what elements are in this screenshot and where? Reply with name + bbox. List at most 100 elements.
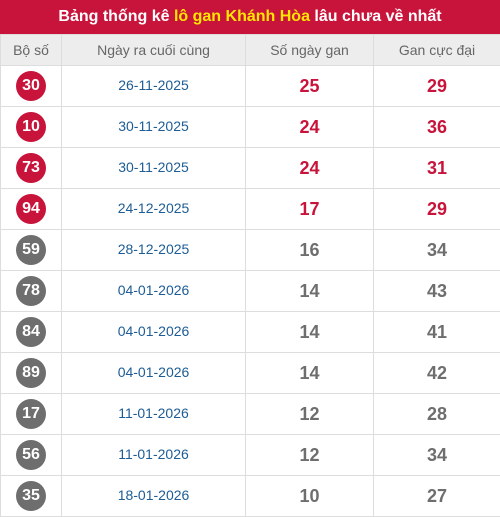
number-cell: 30 (1, 66, 62, 107)
last-date-cell: 24-12-2025 (62, 189, 246, 230)
max-value: 34 (427, 445, 447, 465)
max-value: 42 (427, 363, 447, 383)
last-date: 11-01-2026 (118, 405, 189, 421)
max-cell: 42 (374, 353, 500, 394)
days-value: 16 (299, 240, 319, 260)
table-row: 56 11-01-2026 12 34 (1, 435, 500, 476)
days-cell: 12 (246, 394, 374, 435)
max-value: 27 (427, 486, 447, 506)
number-cell: 78 (1, 271, 62, 312)
table-title: Bảng thống kê lô gan Khánh Hòa lâu chưa … (0, 0, 500, 34)
days-cell: 17 (246, 189, 374, 230)
days-value: 10 (299, 486, 319, 506)
last-date-cell: 04-01-2026 (62, 312, 246, 353)
title-prefix: Bảng thống kê (58, 8, 174, 25)
days-cell: 14 (246, 312, 374, 353)
table-row: 89 04-01-2026 14 42 (1, 353, 500, 394)
table-row: 30 26-11-2025 25 29 (1, 66, 500, 107)
title-suffix: lâu chưa về nhất (310, 8, 442, 25)
max-value: 43 (427, 281, 447, 301)
number-ball: 78 (16, 276, 46, 306)
last-date: 28-12-2025 (118, 241, 190, 257)
last-date-cell: 30-11-2025 (62, 148, 246, 189)
table-row: 84 04-01-2026 14 41 (1, 312, 500, 353)
stats-table: Bộ số Ngày ra cuối cùng Số ngày gan Gan … (0, 34, 500, 517)
last-date-cell: 11-01-2026 (62, 435, 246, 476)
table-body: 30 26-11-2025 25 29 10 30-11-2025 24 36 73 30-11-… (1, 66, 500, 517)
days-value: 14 (299, 363, 319, 383)
last-date-cell: 11-01-2026 (62, 394, 246, 435)
table-row: 59 28-12-2025 16 34 (1, 230, 500, 271)
table-row: 35 18-01-2026 10 27 (1, 476, 500, 517)
max-cell: 28 (374, 394, 500, 435)
days-cell: 16 (246, 230, 374, 271)
days-cell: 14 (246, 271, 374, 312)
max-value: 31 (427, 158, 447, 178)
last-date: 04-01-2026 (118, 364, 190, 380)
number-cell: 56 (1, 435, 62, 476)
title-highlight: lô gan Khánh Hòa (174, 8, 310, 25)
days-cell: 10 (246, 476, 374, 517)
table-row: 73 30-11-2025 24 31 (1, 148, 500, 189)
max-cell: 29 (374, 66, 500, 107)
header-last-date: Ngày ra cuối cùng (62, 35, 246, 66)
days-cell: 25 (246, 66, 374, 107)
table-row: 17 11-01-2026 12 28 (1, 394, 500, 435)
last-date-cell: 04-01-2026 (62, 353, 246, 394)
days-value: 12 (299, 445, 319, 465)
header-max: Gan cực đại (374, 35, 500, 66)
last-date: 11-01-2026 (118, 446, 189, 462)
max-cell: 27 (374, 476, 500, 517)
days-value: 24 (299, 117, 319, 137)
number-cell: 73 (1, 148, 62, 189)
max-value: 36 (427, 117, 447, 137)
table-row: 94 24-12-2025 17 29 (1, 189, 500, 230)
last-date-cell: 26-11-2025 (62, 66, 246, 107)
days-value: 12 (299, 404, 319, 424)
days-cell: 24 (246, 107, 374, 148)
days-value: 25 (299, 76, 319, 96)
last-date-cell: 30-11-2025 (62, 107, 246, 148)
last-date: 26-11-2025 (118, 77, 189, 93)
number-ball: 17 (16, 399, 46, 429)
max-cell: 43 (374, 271, 500, 312)
last-date: 24-12-2025 (118, 200, 190, 216)
number-ball: 94 (16, 194, 46, 224)
max-cell: 29 (374, 189, 500, 230)
max-value: 29 (427, 199, 447, 219)
last-date: 30-11-2025 (118, 118, 189, 134)
days-cell: 12 (246, 435, 374, 476)
max-cell: 34 (374, 230, 500, 271)
last-date: 18-01-2026 (118, 487, 190, 503)
number-ball: 89 (16, 358, 46, 388)
last-date-cell: 04-01-2026 (62, 271, 246, 312)
number-cell: 84 (1, 312, 62, 353)
number-cell: 17 (1, 394, 62, 435)
header-days: Số ngày gan (246, 35, 374, 66)
days-value: 24 (299, 158, 319, 178)
number-ball: 73 (16, 153, 46, 183)
days-value: 14 (299, 281, 319, 301)
max-cell: 36 (374, 107, 500, 148)
number-ball: 10 (16, 112, 46, 142)
max-cell: 34 (374, 435, 500, 476)
header-number: Bộ số (1, 35, 62, 66)
last-date: 04-01-2026 (118, 282, 190, 298)
number-cell: 35 (1, 476, 62, 517)
number-cell: 59 (1, 230, 62, 271)
number-ball: 56 (16, 440, 46, 470)
max-value: 34 (427, 240, 447, 260)
number-ball: 35 (16, 481, 46, 511)
days-cell: 14 (246, 353, 374, 394)
days-value: 14 (299, 322, 319, 342)
max-cell: 41 (374, 312, 500, 353)
last-date-cell: 18-01-2026 (62, 476, 246, 517)
max-cell: 31 (374, 148, 500, 189)
header-row: Bộ số Ngày ra cuối cùng Số ngày gan Gan … (1, 35, 500, 66)
number-cell: 89 (1, 353, 62, 394)
last-date: 04-01-2026 (118, 323, 190, 339)
days-cell: 24 (246, 148, 374, 189)
number-ball: 30 (16, 71, 46, 101)
max-value: 29 (427, 76, 447, 96)
